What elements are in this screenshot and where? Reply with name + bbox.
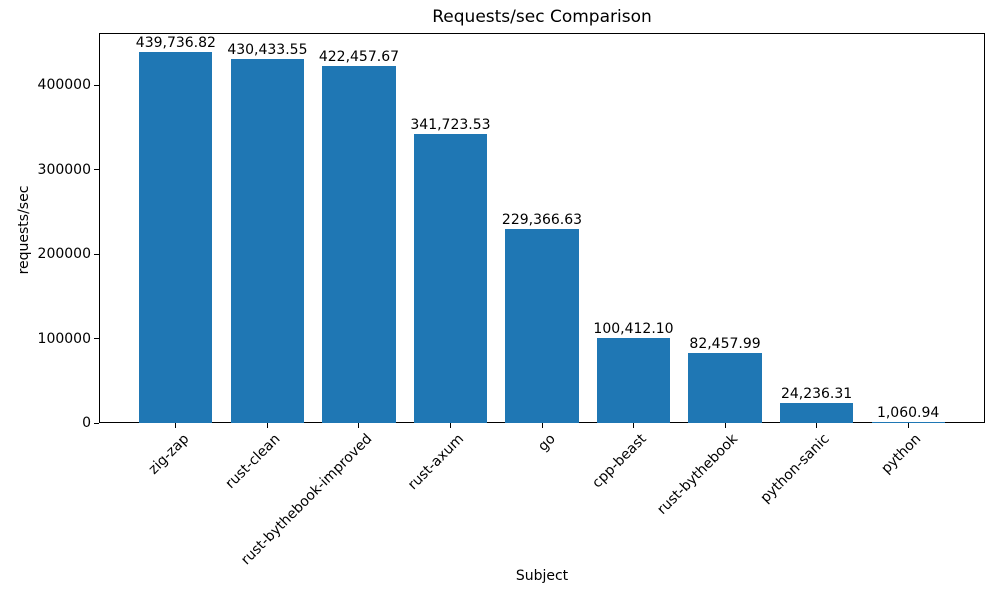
- y-tick-label: 200000: [37, 246, 91, 263]
- bar-python: [871, 422, 945, 423]
- y-tick-label: 0: [82, 415, 91, 431]
- bar-value-label: 1,060.94: [876, 405, 940, 422]
- chart-title: Requests/sec Comparison: [432, 7, 652, 27]
- y-tick-mark: [94, 84, 99, 86]
- bar-zig-zap: [139, 51, 213, 423]
- y-tick-label: 300000: [37, 161, 91, 178]
- bar-go: [505, 229, 579, 423]
- x-tick-label-rust-clean: rust-clean: [222, 431, 284, 492]
- x-tick-label-cpp-beast: cpp-beast: [589, 431, 650, 492]
- x-tick-mark: [907, 423, 909, 428]
- bar-cpp-beast: [596, 338, 671, 423]
- y-tick-mark: [94, 338, 99, 340]
- y-tick-label: 400000: [37, 77, 91, 94]
- bar-python-sanic: [779, 402, 854, 423]
- bar-value-label: 430,433.55: [227, 42, 308, 59]
- bar-rust-bythebook-improved: [322, 66, 396, 423]
- x-tick-label-go: go: [534, 431, 559, 455]
- x-tick-label-rust-bythebook: rust-bythebook: [654, 431, 742, 518]
- y-tick-mark: [94, 253, 99, 255]
- x-tick-label-rust-axum: rust-axum: [404, 431, 467, 494]
- x-tick-label-python-sanic: python-sanic: [757, 431, 833, 507]
- x-tick-mark: [724, 423, 726, 428]
- bar-value-label: 439,736.82: [135, 34, 216, 51]
- bar-rust-axum: [413, 134, 488, 423]
- bar-value-label: 82,457.99: [689, 336, 761, 353]
- bar-value-label: 341,723.53: [410, 117, 491, 134]
- bar-value-label: 100,412.10: [593, 321, 674, 338]
- x-tick-mark: [175, 423, 177, 428]
- x-tick-mark: [358, 423, 360, 428]
- x-tick-label-python: python: [878, 431, 925, 477]
- x-tick-mark: [266, 423, 268, 428]
- bar-value-label: 229,366.63: [501, 212, 583, 229]
- x-tick-mark: [816, 423, 818, 428]
- bar-value-label: 422,457.67: [318, 49, 400, 66]
- x-tick-mark: [541, 423, 543, 428]
- bar-value-label: 24,236.31: [780, 385, 853, 402]
- y-tick-label: 100000: [37, 330, 91, 347]
- y-tick-mark: [94, 169, 99, 171]
- y-tick-mark: [94, 422, 99, 424]
- x-axis-label: Subject: [515, 568, 569, 584]
- x-tick-label-zig-zap: zig-zap: [145, 431, 193, 478]
- bar-rust-clean: [230, 59, 305, 423]
- x-tick-mark: [449, 423, 451, 428]
- x-tick-mark: [633, 423, 635, 428]
- bar-rust-bythebook: [688, 353, 762, 423]
- y-axis-label: requests/sec: [16, 185, 32, 275]
